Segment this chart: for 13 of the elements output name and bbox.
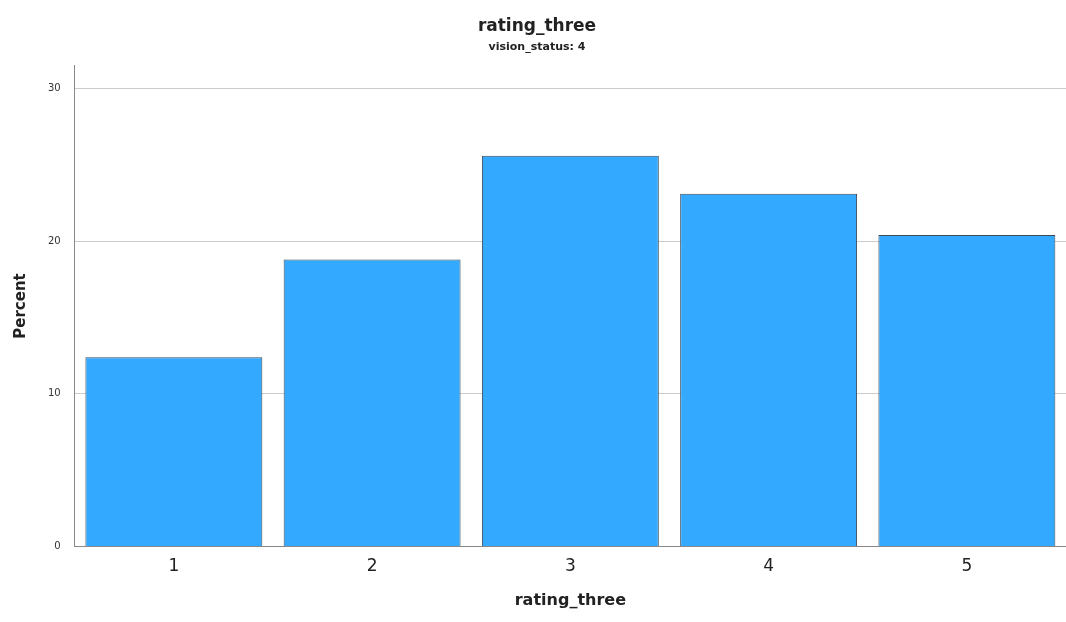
x-tick-label: 3 (564, 555, 576, 576)
x-axis-title: rating_three (514, 589, 627, 609)
y-tick-label: 20 (47, 234, 61, 246)
y-tick-label: 0 (54, 539, 61, 551)
x-tick-label: 1 (168, 555, 180, 576)
x-tick-label: 2 (366, 555, 378, 576)
x-tick-label: 4 (763, 555, 775, 576)
y-tick-label: 30 (47, 82, 61, 94)
chart-subtitle: vision_status: 4 (488, 39, 586, 53)
x-tick-label: 5 (961, 555, 973, 576)
y-axis-title: Percent (10, 273, 29, 339)
chart-title: rating_three (477, 14, 597, 35)
y-tick-label: 10 (47, 387, 61, 399)
